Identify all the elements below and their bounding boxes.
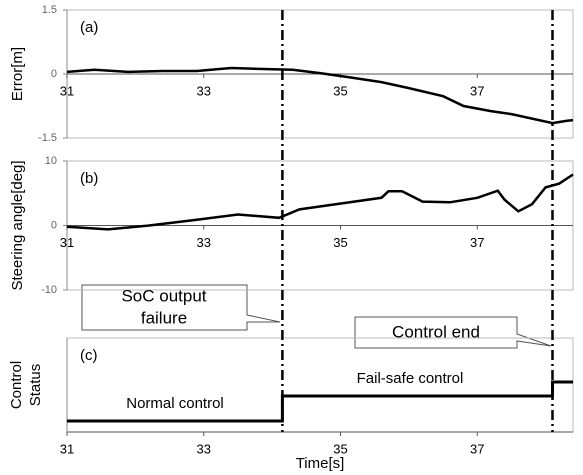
x-tick-label: 35 (333, 235, 347, 250)
annotation: failure (141, 308, 187, 327)
y-tick-label: 1.5 (42, 4, 57, 16)
y-axis-title: Status (27, 364, 44, 407)
x-tick-label: 37 (470, 441, 484, 456)
y-tick-label: -10 (41, 284, 57, 296)
data-line (66, 66, 574, 125)
panel-label: (c) (80, 347, 98, 364)
y-tick-label: -1.5 (38, 132, 57, 144)
x-tick-label: 35 (333, 83, 347, 98)
y-tick-label: 0 (51, 68, 57, 80)
panel-label: (b) (80, 170, 98, 187)
annotation: Control end (392, 322, 480, 341)
state-label: Normal control (126, 395, 224, 412)
y-axis-title: Steering angle[deg] (9, 160, 26, 290)
state-label: Fail-safe control (357, 370, 464, 387)
x-tick-label: 31 (60, 441, 74, 456)
data-line (67, 380, 573, 423)
x-tick-label: 31 (60, 83, 74, 98)
annotation: SoC output (121, 286, 206, 305)
x-tick-label: 33 (197, 235, 211, 250)
x-axis-title: Time[s] (296, 455, 345, 472)
x-tick-label: 37 (470, 235, 484, 250)
y-tick-label: 10 (45, 155, 57, 167)
callout-box (354, 316, 552, 349)
x-tick-label: 37 (470, 83, 484, 98)
x-tick-label: 33 (197, 83, 211, 98)
x-tick-label: 35 (333, 441, 347, 456)
x-tick-label: 33 (197, 441, 211, 456)
y-axis-title: Control (8, 361, 25, 409)
x-tick-label: 31 (60, 235, 74, 250)
y-axis-title: Error[m] (9, 47, 26, 101)
panel-label: (a) (80, 19, 98, 36)
data-line (66, 173, 574, 231)
y-tick-label: 0 (51, 219, 57, 231)
